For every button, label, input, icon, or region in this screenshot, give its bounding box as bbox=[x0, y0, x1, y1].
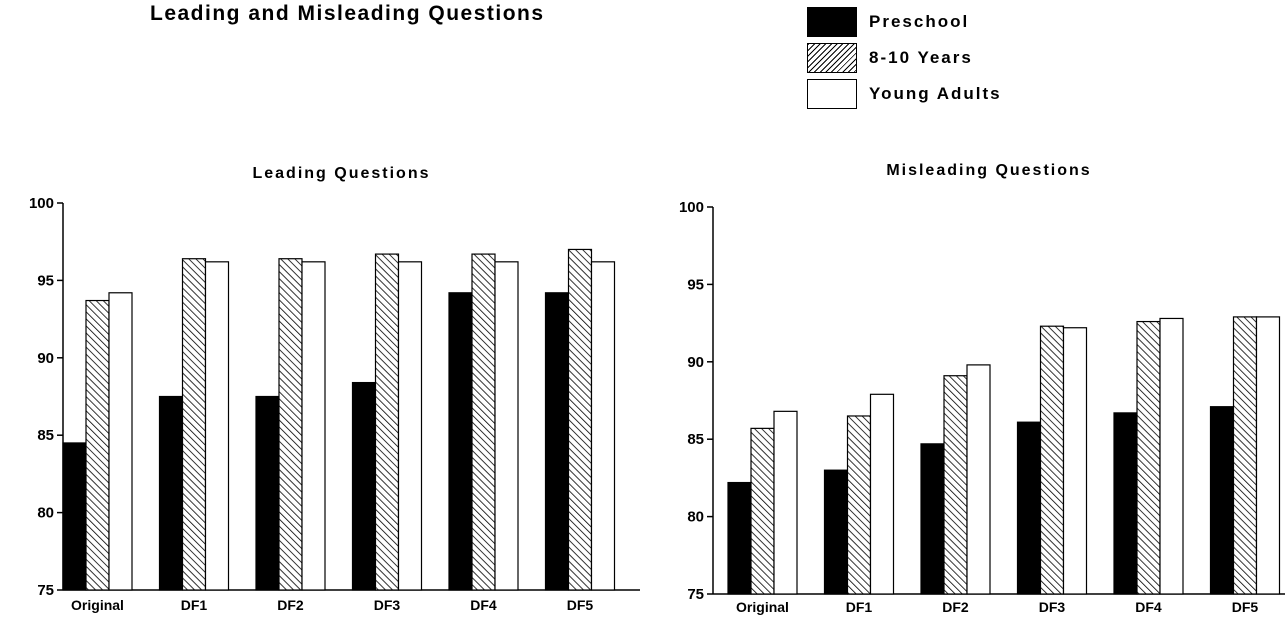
legend-swatch-young-adults bbox=[807, 79, 857, 109]
chart-title-leading-questions: Leading Questions bbox=[252, 165, 430, 182]
y-tick-label-95: 95 bbox=[687, 276, 704, 293]
bar-df3-preschool bbox=[1016, 421, 1042, 595]
y-tick-label-75: 75 bbox=[37, 582, 54, 599]
bar-df2-8-10-years bbox=[943, 375, 968, 595]
bar-df3-young-adults bbox=[1062, 327, 1088, 595]
x-tick-label-df3: DF3 bbox=[1039, 599, 1066, 615]
bar-df4-8-10-years bbox=[1136, 320, 1161, 595]
x-tick-label-df1: DF1 bbox=[846, 599, 873, 615]
bar-df3-young-adults bbox=[397, 261, 423, 591]
bar-df4-preschool bbox=[448, 292, 473, 591]
legend-item-young-adults: Young Adults bbox=[807, 76, 1002, 112]
chart-main-title: Leading and Misleading Questions bbox=[150, 2, 545, 25]
bar-df3-preschool bbox=[351, 381, 377, 591]
bar-original-young-adults bbox=[108, 292, 133, 591]
bar-original-preschool bbox=[727, 481, 752, 595]
y-tick-label-90: 90 bbox=[687, 354, 704, 371]
y-tick-label-85: 85 bbox=[687, 431, 704, 448]
bar-original-8-10-years bbox=[85, 299, 110, 591]
bar-df4-8-10-years bbox=[471, 253, 496, 591]
legend-label-young-adults: Young Adults bbox=[869, 84, 1002, 103]
bar-df2-preschool bbox=[255, 395, 280, 591]
bar-df5-preschool bbox=[1209, 406, 1235, 595]
y-tick-label-90: 90 bbox=[37, 350, 54, 367]
y-tick-label-80: 80 bbox=[37, 505, 54, 522]
bar-df5-young-adults bbox=[1255, 316, 1281, 595]
legend-item-8-10-years: 8-10 Years bbox=[807, 40, 1002, 76]
bar-original-preschool bbox=[62, 442, 87, 591]
bar-df1-8-10-years bbox=[181, 258, 207, 591]
x-tick-label-original: Original bbox=[736, 599, 789, 615]
chart-panel-misleading-questions: Misleading Questions 75 80 85 90 95 100 Origina… bbox=[679, 162, 1285, 615]
legend-swatch-8-10-years bbox=[807, 43, 857, 73]
bar-df1-preschool bbox=[823, 469, 849, 595]
y-tick-label-80: 80 bbox=[687, 509, 704, 526]
legend-label-8-10-years: 8-10 Years bbox=[869, 48, 973, 67]
bar-df2-8-10-years bbox=[278, 258, 303, 591]
bar-df1-preschool bbox=[158, 395, 184, 591]
y-tick-label-85: 85 bbox=[37, 427, 54, 444]
bar-df3-8-10-years bbox=[1039, 325, 1065, 595]
legend-item-preschool: Preschool bbox=[807, 4, 1002, 40]
x-tick-label-df2: DF2 bbox=[942, 599, 969, 615]
x-tick-label-df5: DF5 bbox=[567, 597, 594, 613]
bar-original-young-adults bbox=[773, 410, 798, 595]
bar-df2-young-adults bbox=[301, 261, 326, 591]
bar-df2-preschool bbox=[920, 443, 945, 595]
bar-df2-young-adults bbox=[966, 364, 991, 595]
y-tick-label-100: 100 bbox=[29, 195, 54, 212]
bar-df5-young-adults bbox=[590, 261, 616, 591]
bar-df1-8-10-years bbox=[846, 415, 872, 595]
legend: Preschool 8-10 Years Young Adults bbox=[807, 4, 1002, 112]
bar-df5-preschool bbox=[544, 292, 570, 591]
y-tick-label-100: 100 bbox=[679, 199, 704, 216]
bar-original-8-10-years bbox=[750, 427, 775, 595]
chart-panel-leading-questions: Leading Questions 75 80 85 90 95 100 Original DF… bbox=[29, 165, 640, 613]
bar-df3-8-10-years bbox=[374, 253, 400, 591]
bar-df1-young-adults bbox=[869, 393, 895, 595]
bar-df4-preschool bbox=[1113, 412, 1138, 595]
x-tick-label-df4: DF4 bbox=[1135, 599, 1162, 615]
y-tick-label-95: 95 bbox=[37, 272, 54, 289]
x-tick-label-original: Original bbox=[71, 597, 124, 613]
x-tick-label-df4: DF4 bbox=[470, 597, 497, 613]
y-tick-label-75: 75 bbox=[687, 586, 704, 603]
bar-df4-young-adults bbox=[494, 261, 519, 591]
bar-df1-young-adults bbox=[204, 261, 230, 591]
x-tick-label-df3: DF3 bbox=[374, 597, 401, 613]
chart-title-misleading-questions: Misleading Questions bbox=[886, 162, 1091, 179]
legend-label-preschool: Preschool bbox=[869, 12, 970, 31]
bar-df5-8-10-years bbox=[567, 248, 593, 591]
x-tick-label-df5: DF5 bbox=[1232, 599, 1259, 615]
x-tick-label-df2: DF2 bbox=[277, 597, 304, 613]
bar-df4-young-adults bbox=[1159, 317, 1184, 595]
x-tick-label-df1: DF1 bbox=[181, 597, 208, 613]
bar-df5-8-10-years bbox=[1232, 316, 1258, 595]
legend-swatch-preschool bbox=[807, 7, 857, 37]
